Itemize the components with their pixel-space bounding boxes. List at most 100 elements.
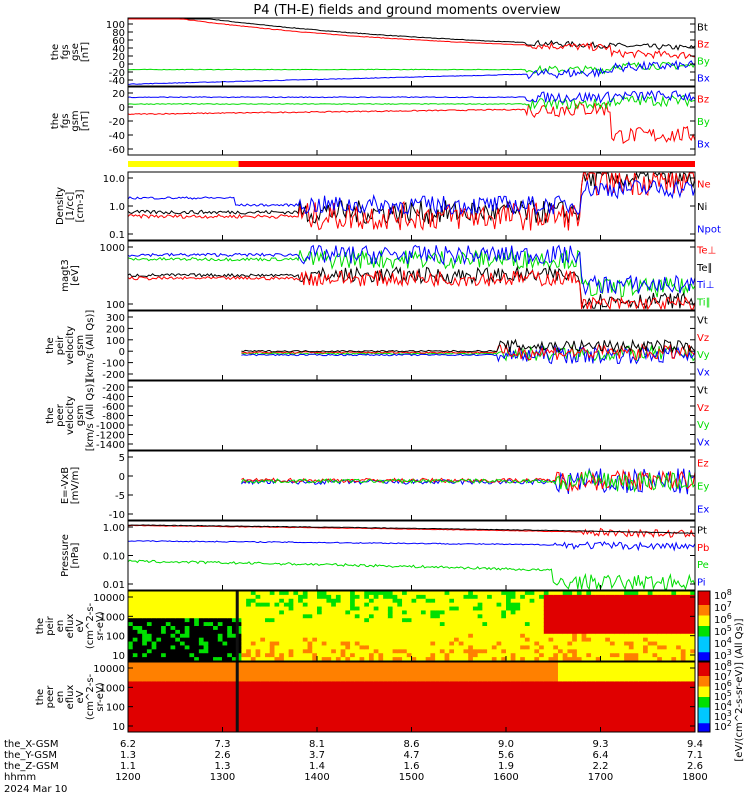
spectrogram-cell: [468, 602, 474, 608]
spectrogram-cell: [288, 645, 294, 650]
spectrogram-cell: [506, 641, 512, 646]
spectrogram-cell: [458, 700, 464, 706]
spectrogram-cell: [373, 657, 379, 662]
spectrogram-cell: [553, 606, 559, 611]
spectrogram-cell: [487, 724, 493, 729]
spectrogram-cell: [506, 591, 512, 596]
colorbar-segment: [698, 721, 710, 724]
spectrogram-cell: [279, 700, 285, 706]
spectrogram-cell: [411, 610, 417, 615]
spectrogram-cell: [506, 673, 512, 679]
spectrogram-cell: [647, 708, 653, 714]
spectrogram-cell: [472, 728, 479, 733]
spectrogram-cell: [482, 629, 488, 635]
spectrogram-cell: [685, 645, 691, 650]
spectrogram-cell: [368, 689, 375, 694]
ylabel-line: the: [35, 618, 46, 634]
spectrogram-cell: [520, 677, 526, 682]
spectrogram-cell: [288, 629, 294, 635]
spectrogram-cell: [506, 724, 512, 729]
spectrogram-cell: [213, 724, 219, 729]
spectrogram-cell: [425, 598, 431, 604]
spectrogram-cell: [151, 641, 157, 646]
ylabel-line: the: [50, 113, 61, 129]
spectrogram-cell: [208, 626, 214, 631]
colorbar-segment: [698, 707, 710, 710]
tick-base: 10: [714, 722, 727, 733]
spectrogram-cell: [194, 704, 200, 710]
spectrogram-cell: [420, 657, 427, 662]
spectrogram-cell: [572, 591, 578, 596]
spectrogram-cell: [373, 606, 379, 611]
spectrogram-cell: [335, 649, 342, 654]
spectrogram-cell: [548, 704, 554, 710]
spectrogram-cell: [368, 591, 375, 596]
spectrogram-cell: [146, 673, 153, 679]
spectrogram-cell: [260, 669, 266, 675]
spectrogram-cell: [331, 629, 337, 635]
spectrogram-cell: [609, 606, 616, 611]
spectrogram-cell: [510, 665, 516, 671]
spectrogram-cell: [128, 606, 134, 611]
spectrogram-cell: [350, 669, 356, 675]
spectrogram-cell: [161, 665, 167, 671]
spectrogram-cell: [643, 700, 649, 706]
spectrogram-cell: [246, 697, 252, 702]
spectrogram-cell: [435, 681, 441, 686]
spectrogram-cell: [690, 602, 696, 608]
spectrogram-cell: [524, 662, 531, 667]
spectrogram-cell: [302, 594, 309, 600]
spectrogram-cell: [661, 629, 668, 635]
spectrogram-cell: [600, 677, 606, 682]
spectrogram-cell: [165, 665, 172, 671]
spectrogram-cell: [269, 602, 275, 608]
spectrogram-cell: [274, 720, 280, 725]
spectrogram-cell: [373, 669, 379, 675]
spectrogram-cell: [359, 626, 365, 631]
spectrogram-cell: [184, 633, 190, 639]
spectrogram-cell: [213, 598, 219, 604]
spectrogram-cell: [156, 697, 162, 702]
spectrogram-cell: [354, 606, 361, 611]
spectrogram-cell: [227, 712, 233, 717]
spectrogram-cell: [217, 689, 223, 694]
xaxis-value: 2.2: [593, 761, 609, 772]
spectrogram-cell: [676, 657, 682, 662]
spectrogram-cell: [146, 720, 153, 725]
spectrogram-cell: [609, 669, 616, 675]
spectrogram-cell: [463, 653, 469, 658]
spectrogram-cell: [255, 606, 261, 611]
spectrogram-cell: [317, 598, 323, 604]
spectrogram-cell: [680, 602, 687, 608]
spectrogram-cell: [217, 704, 223, 710]
spectrogram-cell: [293, 626, 299, 631]
spectrogram-cell: [283, 689, 290, 694]
spectrogram-cell: [661, 693, 668, 698]
spectrogram-cell: [378, 606, 384, 611]
spectrogram-cell: [487, 708, 493, 714]
spectrogram-cell: [553, 614, 559, 619]
spectrogram-cell: [227, 602, 233, 608]
spectrogram-cell: [260, 685, 266, 690]
spectrogram-cell: [529, 712, 535, 717]
spectrogram-cell: [605, 633, 611, 639]
spectrogram-cell: [302, 657, 309, 662]
spectrogram-cell: [236, 677, 242, 682]
spectrogram-cell: [557, 728, 564, 733]
spectrogram-cell: [614, 685, 620, 690]
spectrogram-cell: [454, 693, 460, 698]
spectrogram-cell: [477, 591, 483, 596]
spectrogram-cell: [331, 720, 337, 725]
spectrogram-cell: [368, 641, 375, 646]
spectrogram-cell: [647, 618, 653, 623]
spectrogram-cell: [581, 712, 587, 717]
spectrogram-cell: [435, 626, 441, 631]
spectrogram-cell: [132, 633, 138, 639]
spectrogram-cell: [534, 591, 540, 596]
spectrogram-cell: [529, 677, 535, 682]
spectrogram-cell: [600, 629, 606, 635]
spectrogram-cell: [449, 637, 455, 643]
spectrogram-cell: [298, 720, 304, 725]
spectrogram-cell: [562, 629, 568, 635]
spectrogram-cell: [236, 728, 242, 733]
